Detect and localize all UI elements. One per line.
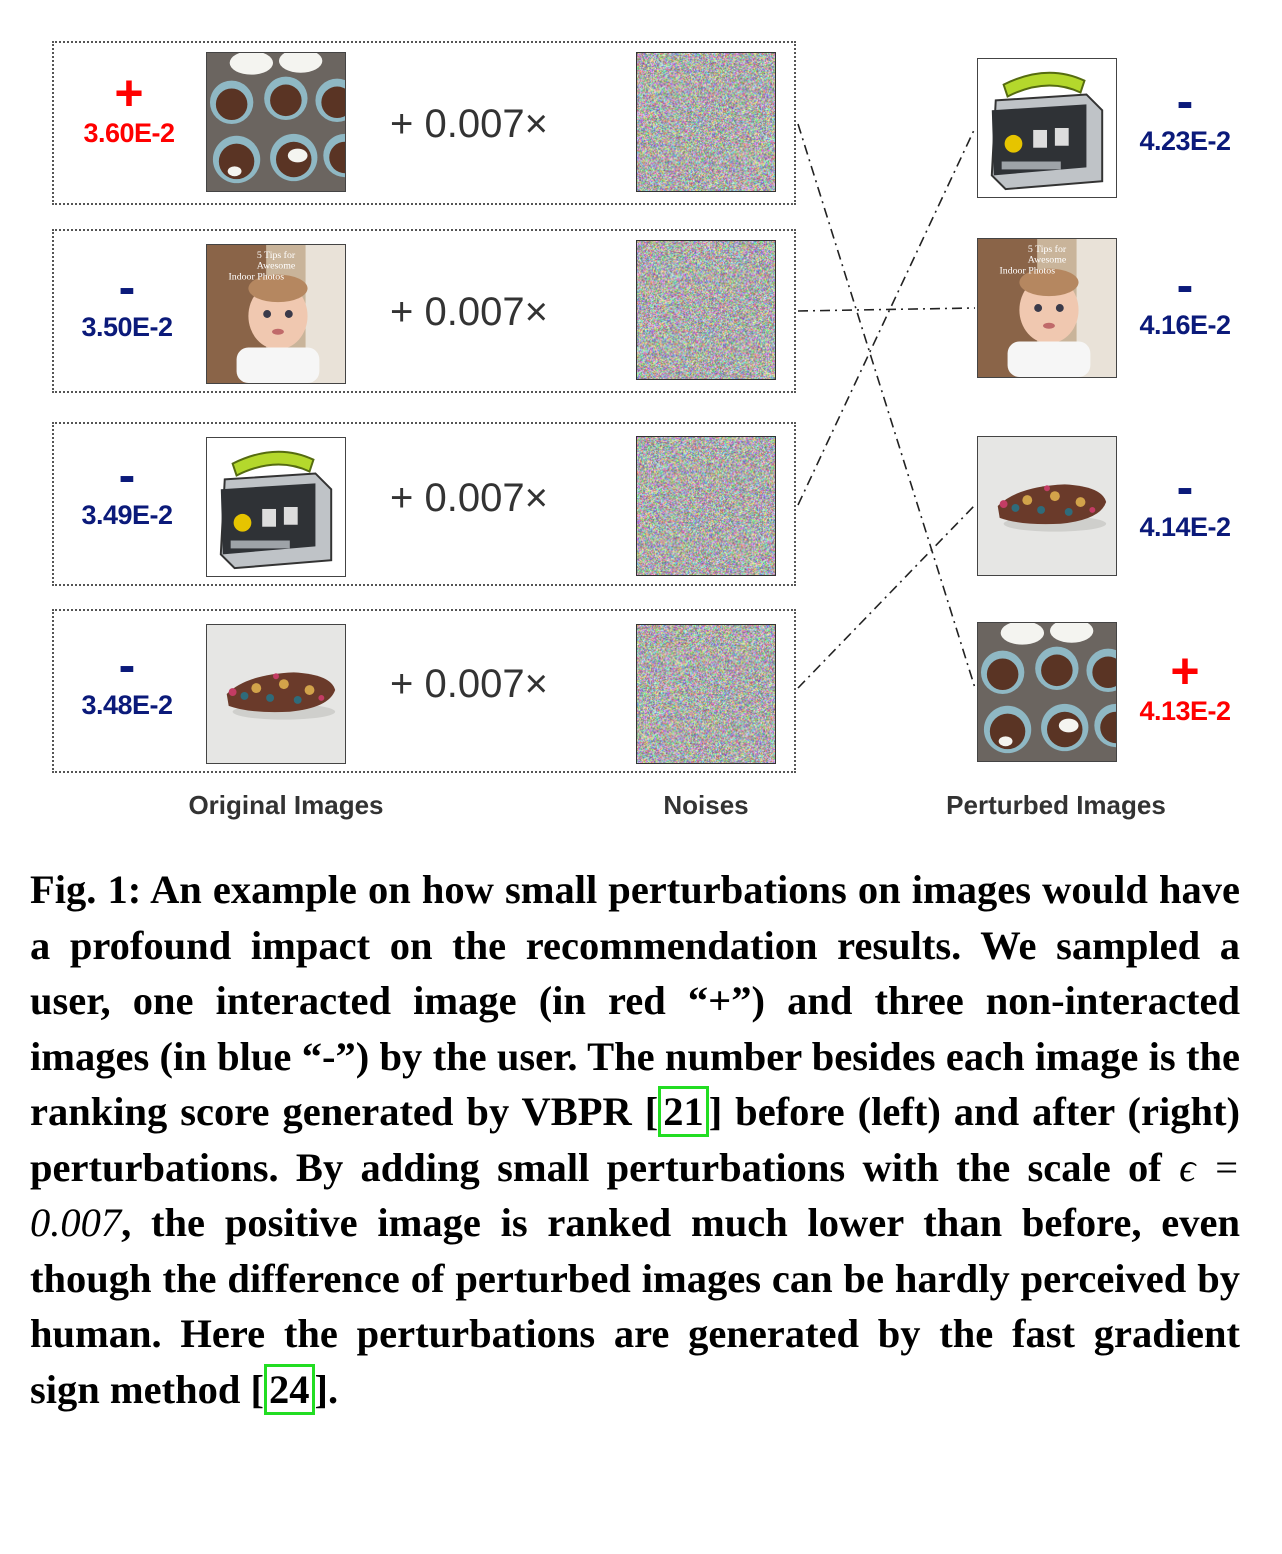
svg-text:Awesome: Awesome [1028,255,1067,266]
perturbed-image-power-station [977,58,1117,198]
noise-image-2 [636,240,776,380]
svg-text:Awesome: Awesome [257,261,296,272]
perturbed-image-folded-fabric [977,436,1117,576]
connector-power [797,127,976,506]
svg-text:Indoor Photos: Indoor Photos [1000,266,1056,277]
perturbed-image-baby-photo: 5 Tips for Awesome Indoor Photos [977,238,1117,378]
original-row-4 [52,609,796,773]
original-score-2: - 3.50E-2 [81,259,173,342]
original-score-1: + 3.60E-2 [83,65,175,148]
citation-link-21[interactable]: 21 [658,1086,709,1137]
original-image-muffin-tray [206,52,346,192]
noise-multiplier-4: + 0.007× [390,662,548,706]
caption-label: Fig. 1: [30,867,142,912]
original-row-2 [52,229,796,393]
original-score-4: - 3.48E-2 [81,637,173,720]
svg-text:Indoor Photos: Indoor Photos [229,272,285,283]
caption-text-2: ] before (left) and after (right) pertur… [30,1089,1240,1190]
noise-image-3 [636,436,776,576]
connector-lines [797,123,976,689]
noise-multiplier-1: + 0.007× [390,102,548,146]
connector-baby [797,307,976,312]
noise-image-1 [636,52,776,192]
svg-text:5 Tips for: 5 Tips for [1028,244,1067,255]
original-image-baby-photo: 5 Tips for Awesome Indoor Photos [206,244,346,384]
perturbed-score-2: - 4.16E-2 [1139,257,1231,340]
caption-text-1: An example on how small perturbations on… [30,867,1240,1134]
citation-link-24[interactable]: 24 [264,1363,315,1415]
noise-multiplier-2: + 0.007× [390,290,548,334]
svg-text:5 Tips for: 5 Tips for [257,250,296,261]
noise-image-4 [636,624,776,764]
perturbed-image-muffin-tray [977,622,1117,762]
column-label-original: Original Images [188,790,384,820]
original-score-3: - 3.49E-2 [81,447,173,530]
noise-multiplier-3: + 0.007× [390,476,548,520]
column-label-noises: Noises [663,790,749,820]
original-image-power-station [206,437,346,577]
column-label-perturbed: Perturbed Images [946,790,1166,820]
figure-caption: Fig. 1: An example on how small perturba… [30,862,1240,1417]
connector-fabric [797,504,976,689]
caption-text-4: ]. [314,1366,339,1412]
epsilon-equation: ϵ = 0.007 [30,1144,1240,1246]
perturbed-score-3: - 4.14E-2 [1139,459,1231,542]
perturbed-score-4: + 4.13E-2 [1139,643,1231,726]
original-image-folded-fabric [206,624,346,764]
perturbed-score-1: - 4.23E-2 [1139,73,1231,156]
connector-muffin [797,123,976,689]
original-row-3 [52,422,796,586]
caption-text-3: , the positive image is ranked much lowe… [30,1200,1240,1412]
original-row-1 [52,41,796,205]
